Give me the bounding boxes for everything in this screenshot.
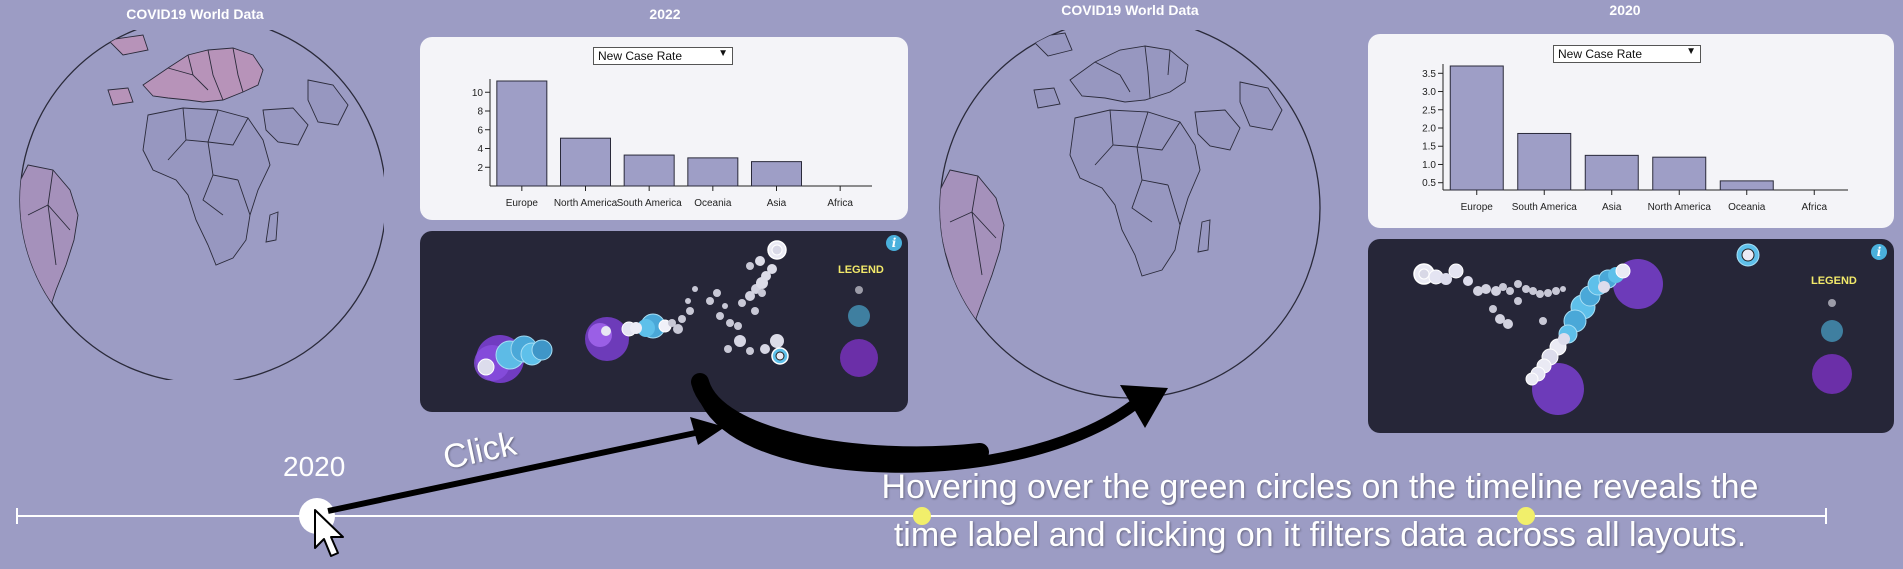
metric-select-value: New Case Rate — [598, 49, 683, 63]
y-tick-label: 0.5 — [1422, 178, 1436, 189]
bar — [1719, 180, 1774, 191]
y-tick-label: 10 — [472, 88, 484, 99]
bubbles — [474, 240, 789, 383]
cursor-icon — [314, 509, 344, 557]
bubbles — [1413, 243, 1760, 415]
legend-circles — [1812, 299, 1852, 394]
bar-chart-card-right: New Case Rate ▼ 0.5 1.0 1.5 2.0 2.5 3.0 3.5 Eur… — [1368, 34, 1894, 228]
legend-circle-medium — [848, 305, 870, 327]
bubble-chart[interactable] — [420, 231, 908, 412]
timeline-dot[interactable] — [1517, 507, 1535, 525]
y-tick-label: 1.0 — [1422, 160, 1436, 171]
bar — [1652, 156, 1707, 191]
info-icon[interactable]: i — [886, 235, 902, 251]
x-tick-label: Europe — [506, 198, 539, 209]
timeline-year-label: 2020 — [283, 451, 346, 482]
bar — [1517, 132, 1572, 191]
bar — [623, 154, 675, 187]
legend-circle-large — [1812, 354, 1852, 394]
y-tick-label: 2 — [477, 163, 483, 174]
bar-chart-card: New Case Rate ▼ 2 4 6 8 10 Europe North Americ… — [420, 37, 908, 220]
bar — [687, 157, 739, 187]
bar — [1449, 65, 1504, 191]
x-tick-label: Oceania — [694, 198, 732, 209]
legend-circle-large — [840, 339, 878, 377]
x-tick-label: Oceania — [1728, 202, 1766, 213]
year-title: 2022 — [649, 6, 681, 22]
bubble-panel: i LEGEND — [420, 231, 908, 412]
caption-line2: time label and clicking on it filters da… — [893, 516, 1747, 554]
y-tick-label: 3.0 — [1422, 87, 1436, 98]
legend-title-right: LEGEND — [1811, 275, 1857, 287]
globe-map[interactable] — [8, 30, 384, 380]
bubble-panel-right: i LEGEND — [1368, 239, 1894, 433]
x-tick-label: South America — [617, 198, 682, 209]
y-tick-label: 4 — [477, 144, 483, 155]
globe-map-right[interactable] — [930, 30, 1330, 400]
timeline-dot[interactable] — [913, 507, 931, 525]
caption-line1: Hovering over the green circles on the t… — [881, 468, 1759, 506]
bar — [560, 137, 611, 187]
bar-chart-right: 0.5 1.0 1.5 2.0 2.5 3.0 3.5 Europe South America… — [1422, 64, 1848, 213]
x-tick-label: Asia — [1602, 202, 1622, 213]
globe-title: COVID19 World Data — [126, 6, 264, 22]
y-tick-label: 8 — [477, 107, 483, 118]
bar — [1584, 154, 1639, 191]
x-tick-label: Africa — [827, 198, 853, 209]
x-tick-label: Europe — [1461, 202, 1494, 213]
bubble-chart-right[interactable] — [1368, 239, 1894, 433]
chevron-down-icon: ▼ — [718, 48, 728, 59]
legend-circle-medium — [1821, 320, 1843, 342]
legend-circle-small — [1828, 299, 1836, 307]
bar-chart: 2 4 6 8 10 Europe North America South America Oc… — [472, 79, 872, 209]
bar — [751, 161, 802, 187]
year-title-right: 2020 — [1609, 2, 1641, 18]
y-tick-label: 1.5 — [1422, 142, 1436, 153]
curved-arrow — [691, 373, 1168, 473]
globe-title-right: COVID19 World Data — [1061, 2, 1199, 18]
y-tick-label: 2.5 — [1422, 105, 1436, 116]
metric-select-right[interactable]: New Case Rate ▼ — [1553, 45, 1701, 63]
legend-circles — [840, 286, 878, 377]
y-tick-label: 6 — [477, 125, 483, 136]
x-tick-label: South America — [1512, 202, 1577, 213]
legend-circle-small — [855, 286, 863, 294]
x-tick-label: North America — [1648, 202, 1712, 213]
info-icon[interactable]: i — [1871, 244, 1887, 260]
metric-select[interactable]: New Case Rate ▼ — [593, 47, 733, 65]
metric-select-value-right: New Case Rate — [1558, 47, 1643, 61]
click-arrow — [327, 417, 725, 514]
y-tick-label: 2.0 — [1422, 124, 1436, 135]
legend-title: LEGEND — [838, 264, 884, 276]
y-tick-label: 3.5 — [1422, 69, 1436, 80]
bar — [496, 80, 548, 187]
x-tick-label: Asia — [767, 198, 787, 209]
chevron-down-icon: ▼ — [1686, 46, 1696, 57]
x-tick-label: North America — [554, 198, 618, 209]
x-tick-label: Africa — [1801, 202, 1827, 213]
